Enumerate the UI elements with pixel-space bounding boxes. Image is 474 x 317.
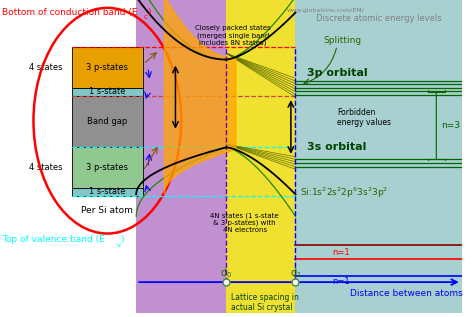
Text: d$_1$: d$_1$ [290,267,301,280]
Text: Band gap: Band gap [87,117,128,126]
Text: 4 states: 4 states [29,163,62,172]
Text: 3p orbital: 3p orbital [307,68,368,78]
Bar [136,0,226,314]
Bar [72,88,143,96]
Bar [72,47,143,88]
Text: c: c [143,14,147,20]
Text: Closely packed states
(merged single band
includes 8N states): Closely packed states (merged single ban… [195,25,271,46]
Text: 1 s-state: 1 s-state [89,187,126,197]
Text: Lattice spacing in
actual Si crystal: Lattice spacing in actual Si crystal [231,293,299,313]
Text: Distance between atoms: Distance between atoms [350,288,463,298]
Text: ): ) [147,8,150,17]
Text: 3 p-states: 3 p-states [86,63,128,72]
Bar [295,0,462,314]
Bar [226,0,295,314]
Text: n=3: n=3 [441,121,460,130]
Bar [0,0,136,314]
Bar [72,188,143,196]
Text: v: v [117,242,121,248]
Text: Discrete atomic energy levels: Discrete atomic energy levels [316,14,441,23]
Text: d$_0$: d$_0$ [220,267,232,280]
Text: n=1: n=1 [332,248,350,257]
Text: ): ) [120,235,124,244]
Text: 1 s-state: 1 s-state [89,87,126,96]
Text: Top of valence band (E: Top of valence band (E [2,235,105,244]
Text: Si:1s$^2$2s$^2$2p$^6$3s$^2$3p$^2$: Si:1s$^2$2s$^2$2p$^6$3s$^2$3p$^2$ [300,185,388,200]
Bar [72,96,143,147]
Text: 4N states (1 s-state
& 3 p-states) with
4N electrons: 4N states (1 s-state & 3 p-states) with … [210,212,279,233]
Text: 3 p-states: 3 p-states [86,163,128,172]
Text: www.globalsino.com/EM/: www.globalsino.com/EM/ [286,9,364,13]
Text: Splitting: Splitting [323,36,361,45]
Bar [72,147,143,188]
Text: Bottom of conduction band (E: Bottom of conduction band (E [2,8,138,17]
Text: Forbidden
energy values: Forbidden energy values [337,108,391,127]
Text: 4 states: 4 states [29,63,62,72]
Text: n=1: n=1 [332,277,350,287]
Text: 3s orbital: 3s orbital [307,142,366,152]
Text: Per Si atom: Per Si atom [82,205,133,215]
